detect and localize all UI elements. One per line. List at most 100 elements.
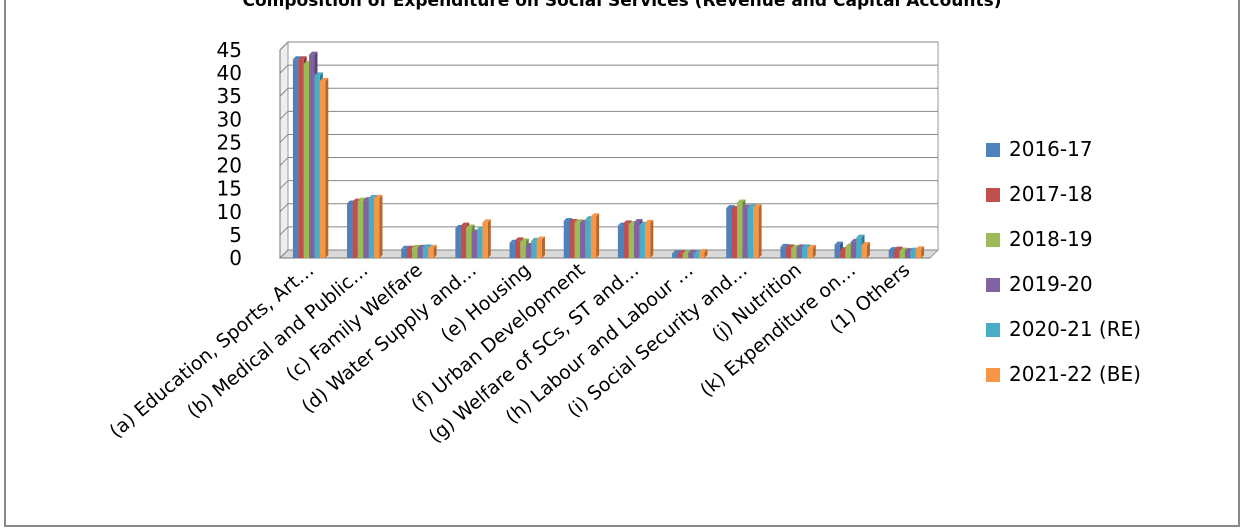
bar-top	[292, 56, 302, 60]
bar-side	[758, 204, 762, 258]
bar-top	[904, 248, 914, 252]
bar	[590, 213, 600, 258]
bar-front	[785, 247, 792, 258]
bar-front	[514, 240, 521, 258]
legend: 2016-17 2017-18 2018-19 2019-20 2020-21 (RE)…	[986, 137, 1141, 386]
bar-front	[861, 245, 867, 258]
bar-top	[894, 246, 903, 250]
bar-top	[785, 244, 795, 248]
legend-swatch	[986, 368, 1000, 382]
bar-front	[850, 241, 857, 258]
bar-top	[807, 244, 816, 248]
bar-front	[682, 253, 689, 258]
bar-front	[417, 247, 423, 258]
gridline-side	[279, 41, 289, 51]
bar-top	[623, 220, 632, 224]
bar-front	[471, 232, 477, 258]
bar-front	[915, 249, 922, 258]
bar-front	[737, 202, 743, 258]
bar-front	[303, 63, 310, 258]
bar-side	[325, 77, 329, 258]
gridline-side	[279, 203, 289, 213]
bar-front	[319, 80, 326, 258]
bar-front	[590, 216, 597, 258]
bar-top	[417, 244, 426, 248]
bar-top	[406, 245, 416, 249]
bar	[482, 219, 491, 258]
bar-top	[298, 56, 307, 60]
y-tick-label: 0	[229, 246, 242, 270]
bar-front	[888, 250, 895, 258]
bar-front	[672, 253, 678, 258]
bar-front	[807, 247, 813, 258]
bar	[861, 242, 870, 258]
bar-side	[541, 236, 545, 258]
bar-front	[406, 248, 413, 258]
bar-top	[677, 250, 686, 254]
y-tick-label: 20	[217, 154, 242, 178]
bar-top	[314, 72, 323, 76]
bar-front	[796, 247, 802, 258]
legend-item: 2017-18	[986, 182, 1093, 206]
bar-side	[704, 248, 708, 258]
bar	[915, 246, 925, 258]
bar-front	[693, 253, 700, 258]
legend-label: 2020-21 (RE)	[1009, 317, 1141, 341]
bar-top	[753, 204, 762, 208]
gridline-side	[279, 134, 289, 143]
legend-swatch	[986, 278, 1000, 292]
x-category-label: (a) Education, Sports, Art…	[105, 259, 318, 443]
gridline-side	[279, 226, 289, 236]
legend-swatch	[986, 143, 1000, 157]
bar-front	[726, 208, 732, 258]
bar-top	[688, 249, 697, 253]
bar-front	[428, 247, 434, 258]
bar	[699, 248, 708, 258]
bar-top	[634, 218, 643, 222]
bar-top	[899, 247, 908, 251]
legend-item: 2018-19	[986, 227, 1093, 251]
bar-top	[422, 244, 432, 248]
bar-front	[314, 75, 320, 258]
bar-side	[379, 194, 383, 258]
bar-front	[357, 200, 364, 258]
bar-front	[482, 222, 488, 258]
bar-top	[482, 219, 491, 223]
bar-front	[628, 224, 635, 258]
bar-front	[531, 240, 537, 258]
bar	[428, 244, 437, 258]
bar-front	[455, 227, 461, 258]
bar-side	[487, 219, 491, 258]
bar-front	[742, 207, 748, 258]
bar	[807, 244, 816, 258]
bar-front	[476, 229, 483, 258]
bar-top	[861, 242, 870, 246]
plot-back-wall	[287, 41, 939, 251]
bar-top	[357, 197, 367, 201]
bar-front	[292, 59, 299, 258]
bar-top	[428, 244, 437, 248]
gridline-side	[279, 87, 289, 97]
bar-front	[677, 253, 683, 258]
bar-side	[812, 244, 816, 258]
bar-top	[742, 204, 751, 208]
bar-top	[780, 243, 789, 247]
y-tick-label: 5	[229, 223, 242, 247]
bar-front	[904, 251, 911, 258]
bar-front	[525, 245, 532, 258]
legend-label: 2018-19	[1009, 227, 1093, 251]
bar-front	[363, 200, 369, 258]
axes	[279, 50, 930, 259]
bar-top	[460, 222, 470, 226]
bar-front	[585, 219, 591, 258]
legend-swatch	[986, 323, 1000, 337]
bar-top	[590, 213, 600, 217]
y-tick-label: 25	[217, 130, 242, 154]
bar-front	[412, 247, 418, 258]
bar	[536, 236, 545, 258]
gridline-side	[279, 249, 289, 259]
bar-front	[466, 227, 472, 258]
y-tick-label: 35	[217, 84, 242, 108]
legend-swatch	[986, 188, 1000, 202]
bar-front	[509, 242, 515, 258]
